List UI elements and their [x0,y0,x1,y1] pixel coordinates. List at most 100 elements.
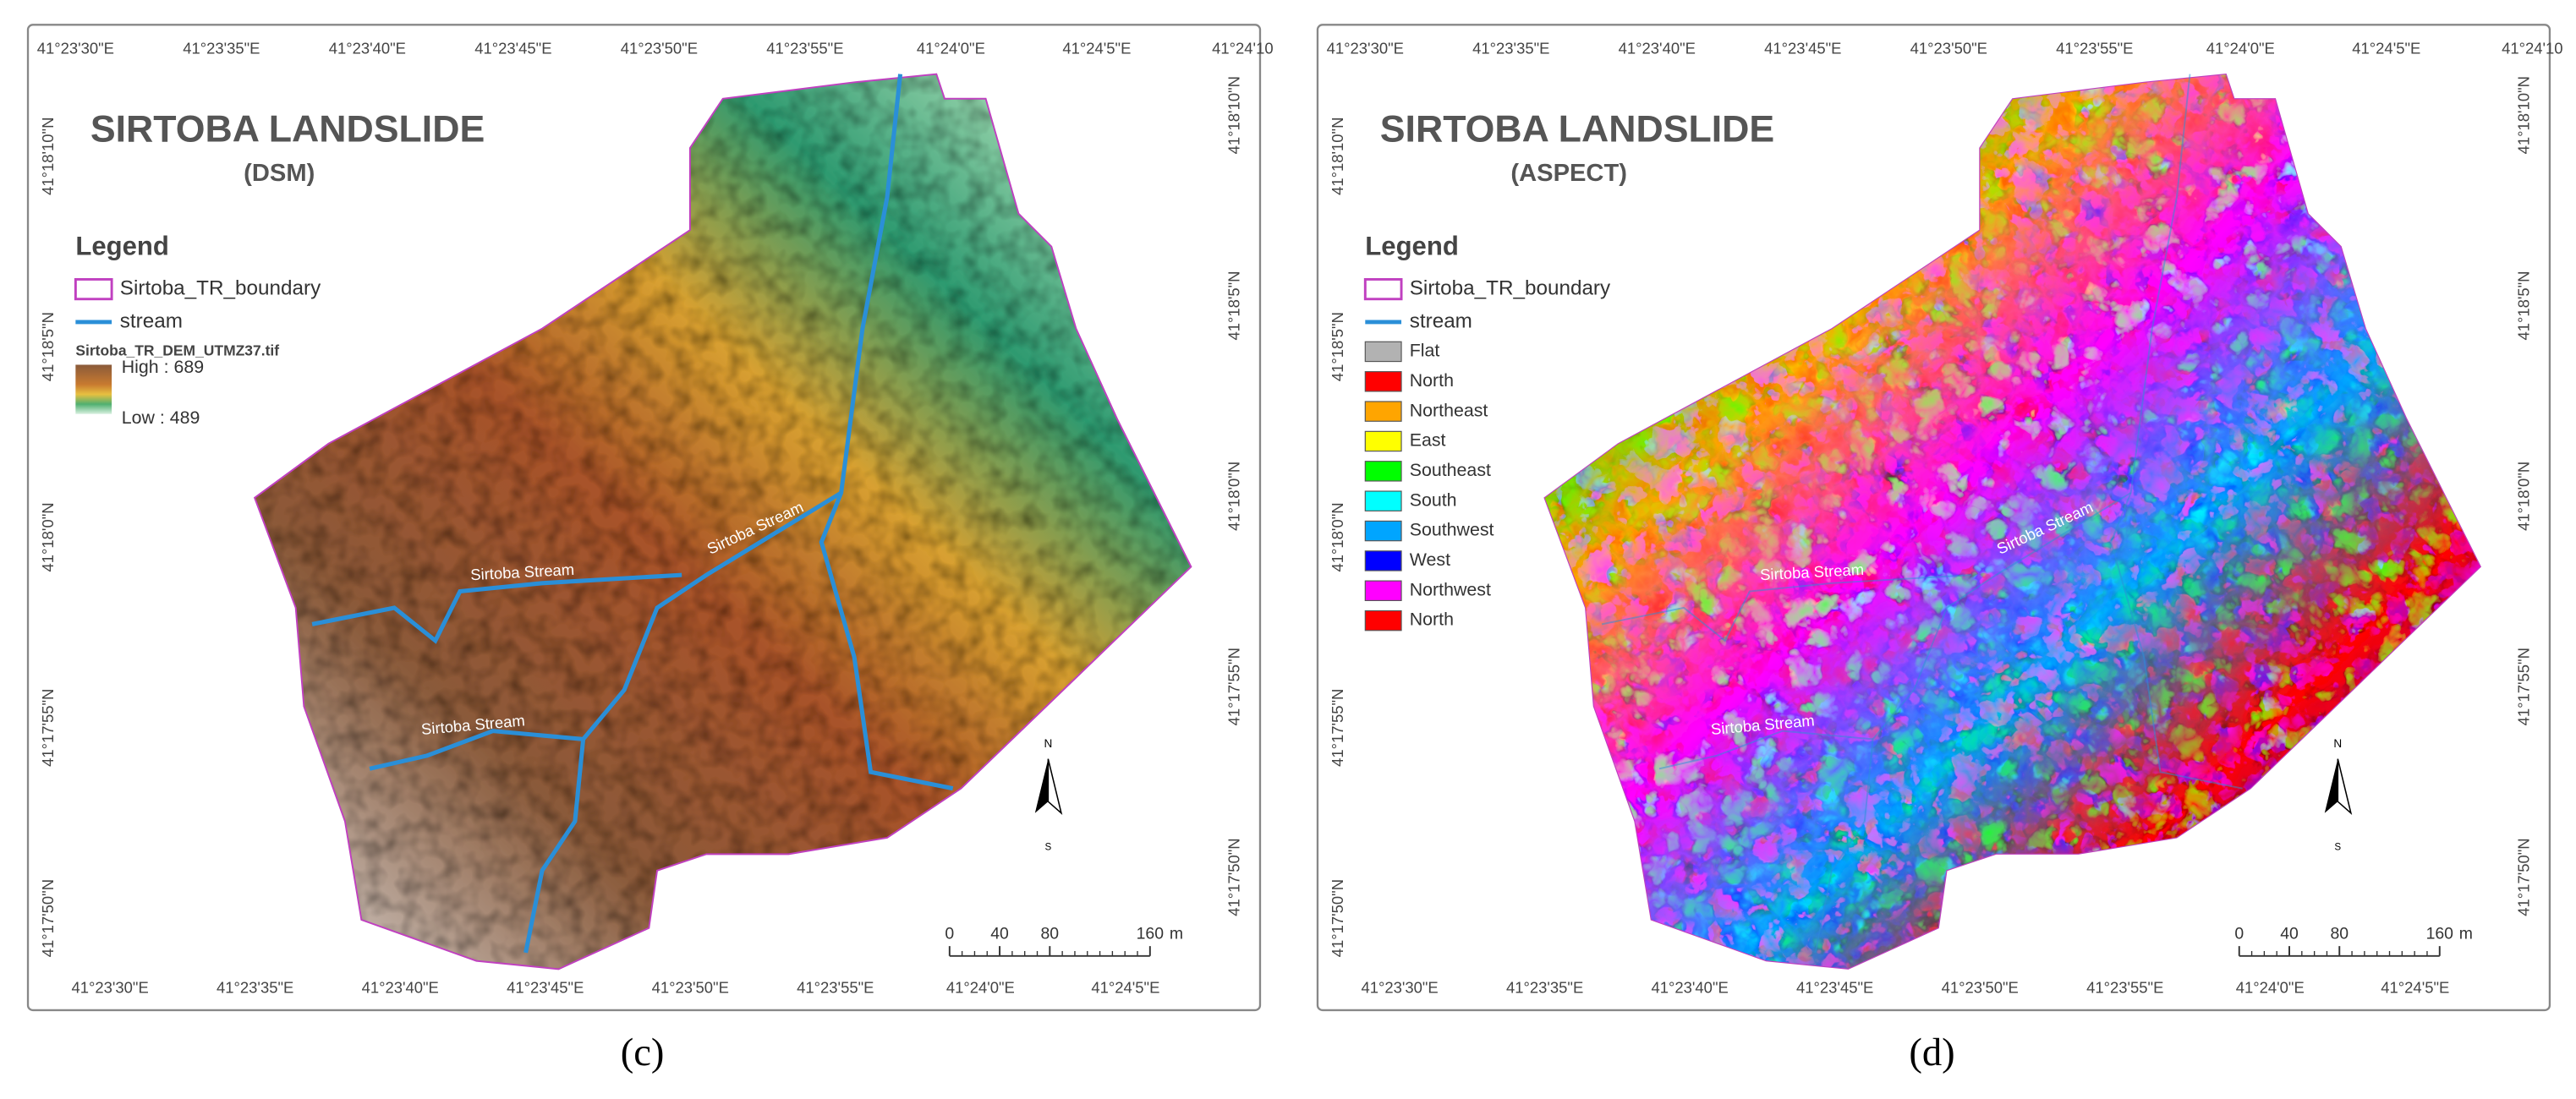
boundary [1543,73,2482,970]
legend-label: Southeast [1410,460,1491,480]
legend-label: Northwest [1410,579,1491,599]
stream-line [819,74,954,791]
legend-label: South [1410,489,1457,510]
legend-swatch [1364,520,1402,542]
scale-label: 80 [2330,925,2349,943]
coord-label: 41°24'0"E [946,979,1015,997]
coord-label: 41°17'55"N [2515,648,2533,725]
legend-label: West [1410,550,1450,570]
stream-line [1814,492,2132,954]
south-label: S [1044,842,1051,853]
coord-label: 41°18'0"N [39,502,57,571]
legend-label: North [1410,610,1454,630]
legend-label: Southwest [1410,520,1494,540]
raster-name: Sirtoba_TR_DEM_UTMZ37.tif [75,342,279,359]
coord-label: 41°17'55"N [1225,648,1243,725]
coord-label: 41°23'35"E [183,39,260,57]
coord-label: 41°23'40"E [1619,39,1696,57]
legend-label: Sirtoba_TR_boundary [120,277,321,300]
coord-label: 41°23'30"E [1327,39,1404,57]
coord-label: 41°17'55"N [1329,689,1346,767]
scale-unit: m [1170,925,1183,943]
legend-title: Legend [1365,232,1459,261]
coord-label: 41°24'5"E [1091,979,1159,997]
coord-label: 41°24'5"E [1062,39,1131,57]
legend-swatch [1364,401,1402,422]
legend-swatch [1364,490,1402,511]
map-title: SIRTOBA LANDSLIDE [1380,108,1774,150]
coord-label: 41°24'10 [1212,39,1273,57]
scale-label: 160 [2426,925,2454,943]
coord-label: 41°23'55"E [2086,979,2163,997]
coord-label: 41°17'55"N [39,689,57,767]
scale-label: 40 [2280,925,2299,943]
coord-label: 41°23'30"E [1361,979,1438,997]
stream-line [2110,74,2243,790]
caption: (c) [621,1031,665,1074]
coord-label: 41°23'55"E [797,979,874,997]
south-label: S [2334,842,2341,853]
coord-label: 41°18'10"N [1329,118,1346,195]
coord-label: 41°18'10"N [1225,76,1243,154]
coord-label: 41°23'45"E [507,979,584,997]
coord-label: 41°18'5"N [1329,312,1346,381]
coord-label: 41°17'50"N [1329,879,1346,957]
scale-label: 160 [1137,925,1165,943]
scale-label: 40 [990,925,1009,943]
north-arrow [1047,758,1063,815]
coord-label: 41°23'50"E [621,39,698,57]
legend-symbol [1363,277,1403,301]
legend-label: stream [120,309,183,332]
coord-label: 41°18'0"N [1225,462,1243,531]
legend-swatch [1364,610,1402,632]
coord-label: 41°23'40"E [1652,979,1729,997]
coord-label: 41°23'45"E [1796,979,1873,997]
legend-label: Flat [1410,341,1440,361]
legend-symbol [74,277,113,301]
coord-label: 41°23'35"E [1472,39,1549,57]
coord-label: 41°18'5"N [2515,271,2533,341]
legend-swatch [1364,430,1402,452]
terrain [1544,74,2481,970]
coord-label: 41°23'40"E [362,979,439,997]
legend-swatch [1364,341,1402,363]
coord-label: 41°24'10 [2502,39,2562,57]
coord-label: 41°24'5"E [2352,39,2420,57]
stream-line [1658,730,1873,770]
legend-swatch [1364,550,1402,571]
stream-line [1601,574,1972,642]
scale-label: 0 [945,925,954,943]
coord-label: 41°23'50"E [1942,979,2019,997]
boundary [253,73,1192,971]
coord-label: 41°23'45"E [474,39,551,57]
north-label: N [1044,737,1052,750]
scale-unit: m [2459,925,2473,943]
legend-title: Legend [75,232,169,261]
coord-label: 41°17'50"N [39,879,57,957]
scale-label: 80 [1041,925,1060,943]
caption: (d) [1909,1031,1954,1074]
map-title: SIRTOBA LANDSLIDE [90,108,485,150]
stream-line [369,729,584,771]
coord-label: 41°24'0"E [2206,39,2275,57]
coord-label: 41°23'50"E [1910,39,1987,57]
map-subtitle: (DSM) [244,160,315,187]
coord-label: 41°18'0"N [2515,462,2533,531]
coord-label: 41°17'50"N [1225,838,1243,916]
legend-label: Sirtoba_TR_boundary [1410,277,1611,300]
coord-label: 41°18'0"N [1329,502,1346,571]
coord-label: 41°23'30"E [37,39,114,57]
north-label: N [2333,737,2342,750]
legend-swatch [1364,461,1402,482]
coord-label: 41°23'35"E [1506,979,1583,997]
coord-label: 41°24'5"E [2381,979,2449,997]
terrain [255,74,1192,970]
coord-label: 41°24'0"E [917,39,985,57]
legend-label: Northeast [1410,400,1488,420]
stream-line [311,572,682,644]
coord-label: 41°24'0"E [2236,979,2305,997]
scale-label: 0 [2234,925,2244,943]
map-subtitle: (ASPECT) [1510,160,1627,187]
